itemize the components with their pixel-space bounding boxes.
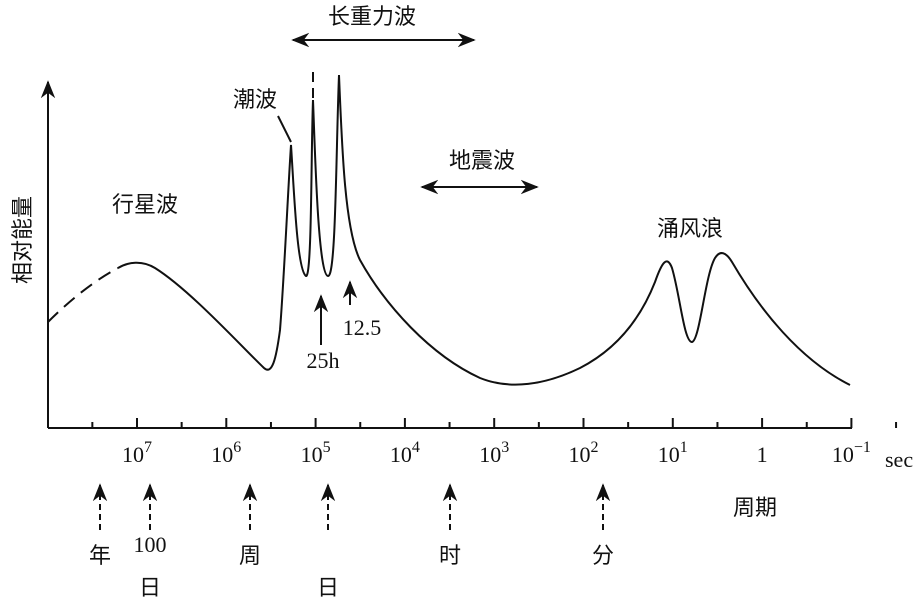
leader-line: [277, 115, 292, 143]
tick-base: 1: [757, 442, 768, 467]
marker-label: 日: [317, 576, 339, 601]
tick-base: 10: [479, 442, 501, 467]
tick-exponent: 4: [412, 439, 420, 456]
marker-label: 日: [139, 576, 161, 601]
marker-label: 周: [239, 544, 261, 569]
region-label: 长重力波: [328, 5, 416, 30]
x-tick-label: 106: [211, 439, 241, 467]
marker-label: 时: [439, 544, 461, 569]
y-axis-label: 相对能量: [11, 196, 36, 284]
tick-base: 10: [211, 442, 233, 467]
x-tick-label: 1: [757, 442, 768, 467]
curve-dashed: [47, 267, 119, 323]
tick-exponent: 3: [501, 439, 509, 456]
tick-base: 10: [832, 442, 854, 467]
region-label: 涌风浪: [657, 217, 723, 242]
peak-label: 25h: [307, 348, 340, 373]
marker-label: 100: [134, 532, 167, 557]
x-tick-label: 105: [301, 439, 331, 467]
x-unit: sec: [885, 447, 913, 472]
tick-base: 10: [390, 442, 412, 467]
x-ticks: 107 106 105 104 103 102 101 1 10−1: [91, 418, 898, 467]
tick-exponent: 2: [591, 439, 599, 456]
x-axis-caption: 周期: [733, 496, 777, 521]
x-tick-label: 101: [658, 439, 688, 467]
x-tick-label: 10−1: [832, 439, 871, 467]
peak-label: 12.5: [343, 315, 382, 340]
tick-exponent: 5: [323, 439, 331, 456]
region-label: 地震波: [449, 149, 515, 174]
region-label: 潮波: [233, 88, 277, 113]
x-tick-label: 107: [122, 439, 152, 467]
region-label: 行星波: [112, 193, 178, 218]
tick-base: 10: [301, 442, 323, 467]
tick-exponent: −1: [854, 439, 871, 456]
x-tick-label: 103: [479, 439, 509, 467]
tick-base: 10: [569, 442, 591, 467]
tick-exponent: 7: [144, 439, 152, 456]
tick-exponent: 6: [233, 439, 241, 456]
tick-base: 10: [658, 442, 680, 467]
marker-label: 分: [592, 544, 614, 569]
x-tick-label: 104: [390, 439, 420, 467]
energy-curve: [117, 74, 851, 386]
x-tick-label: 102: [569, 439, 599, 467]
tick-base: 10: [122, 442, 144, 467]
tick-exponent: 1: [680, 439, 688, 456]
marker-label: 年: [89, 544, 111, 569]
period-markers: 年 100 日 周日 时 分: [89, 483, 614, 601]
